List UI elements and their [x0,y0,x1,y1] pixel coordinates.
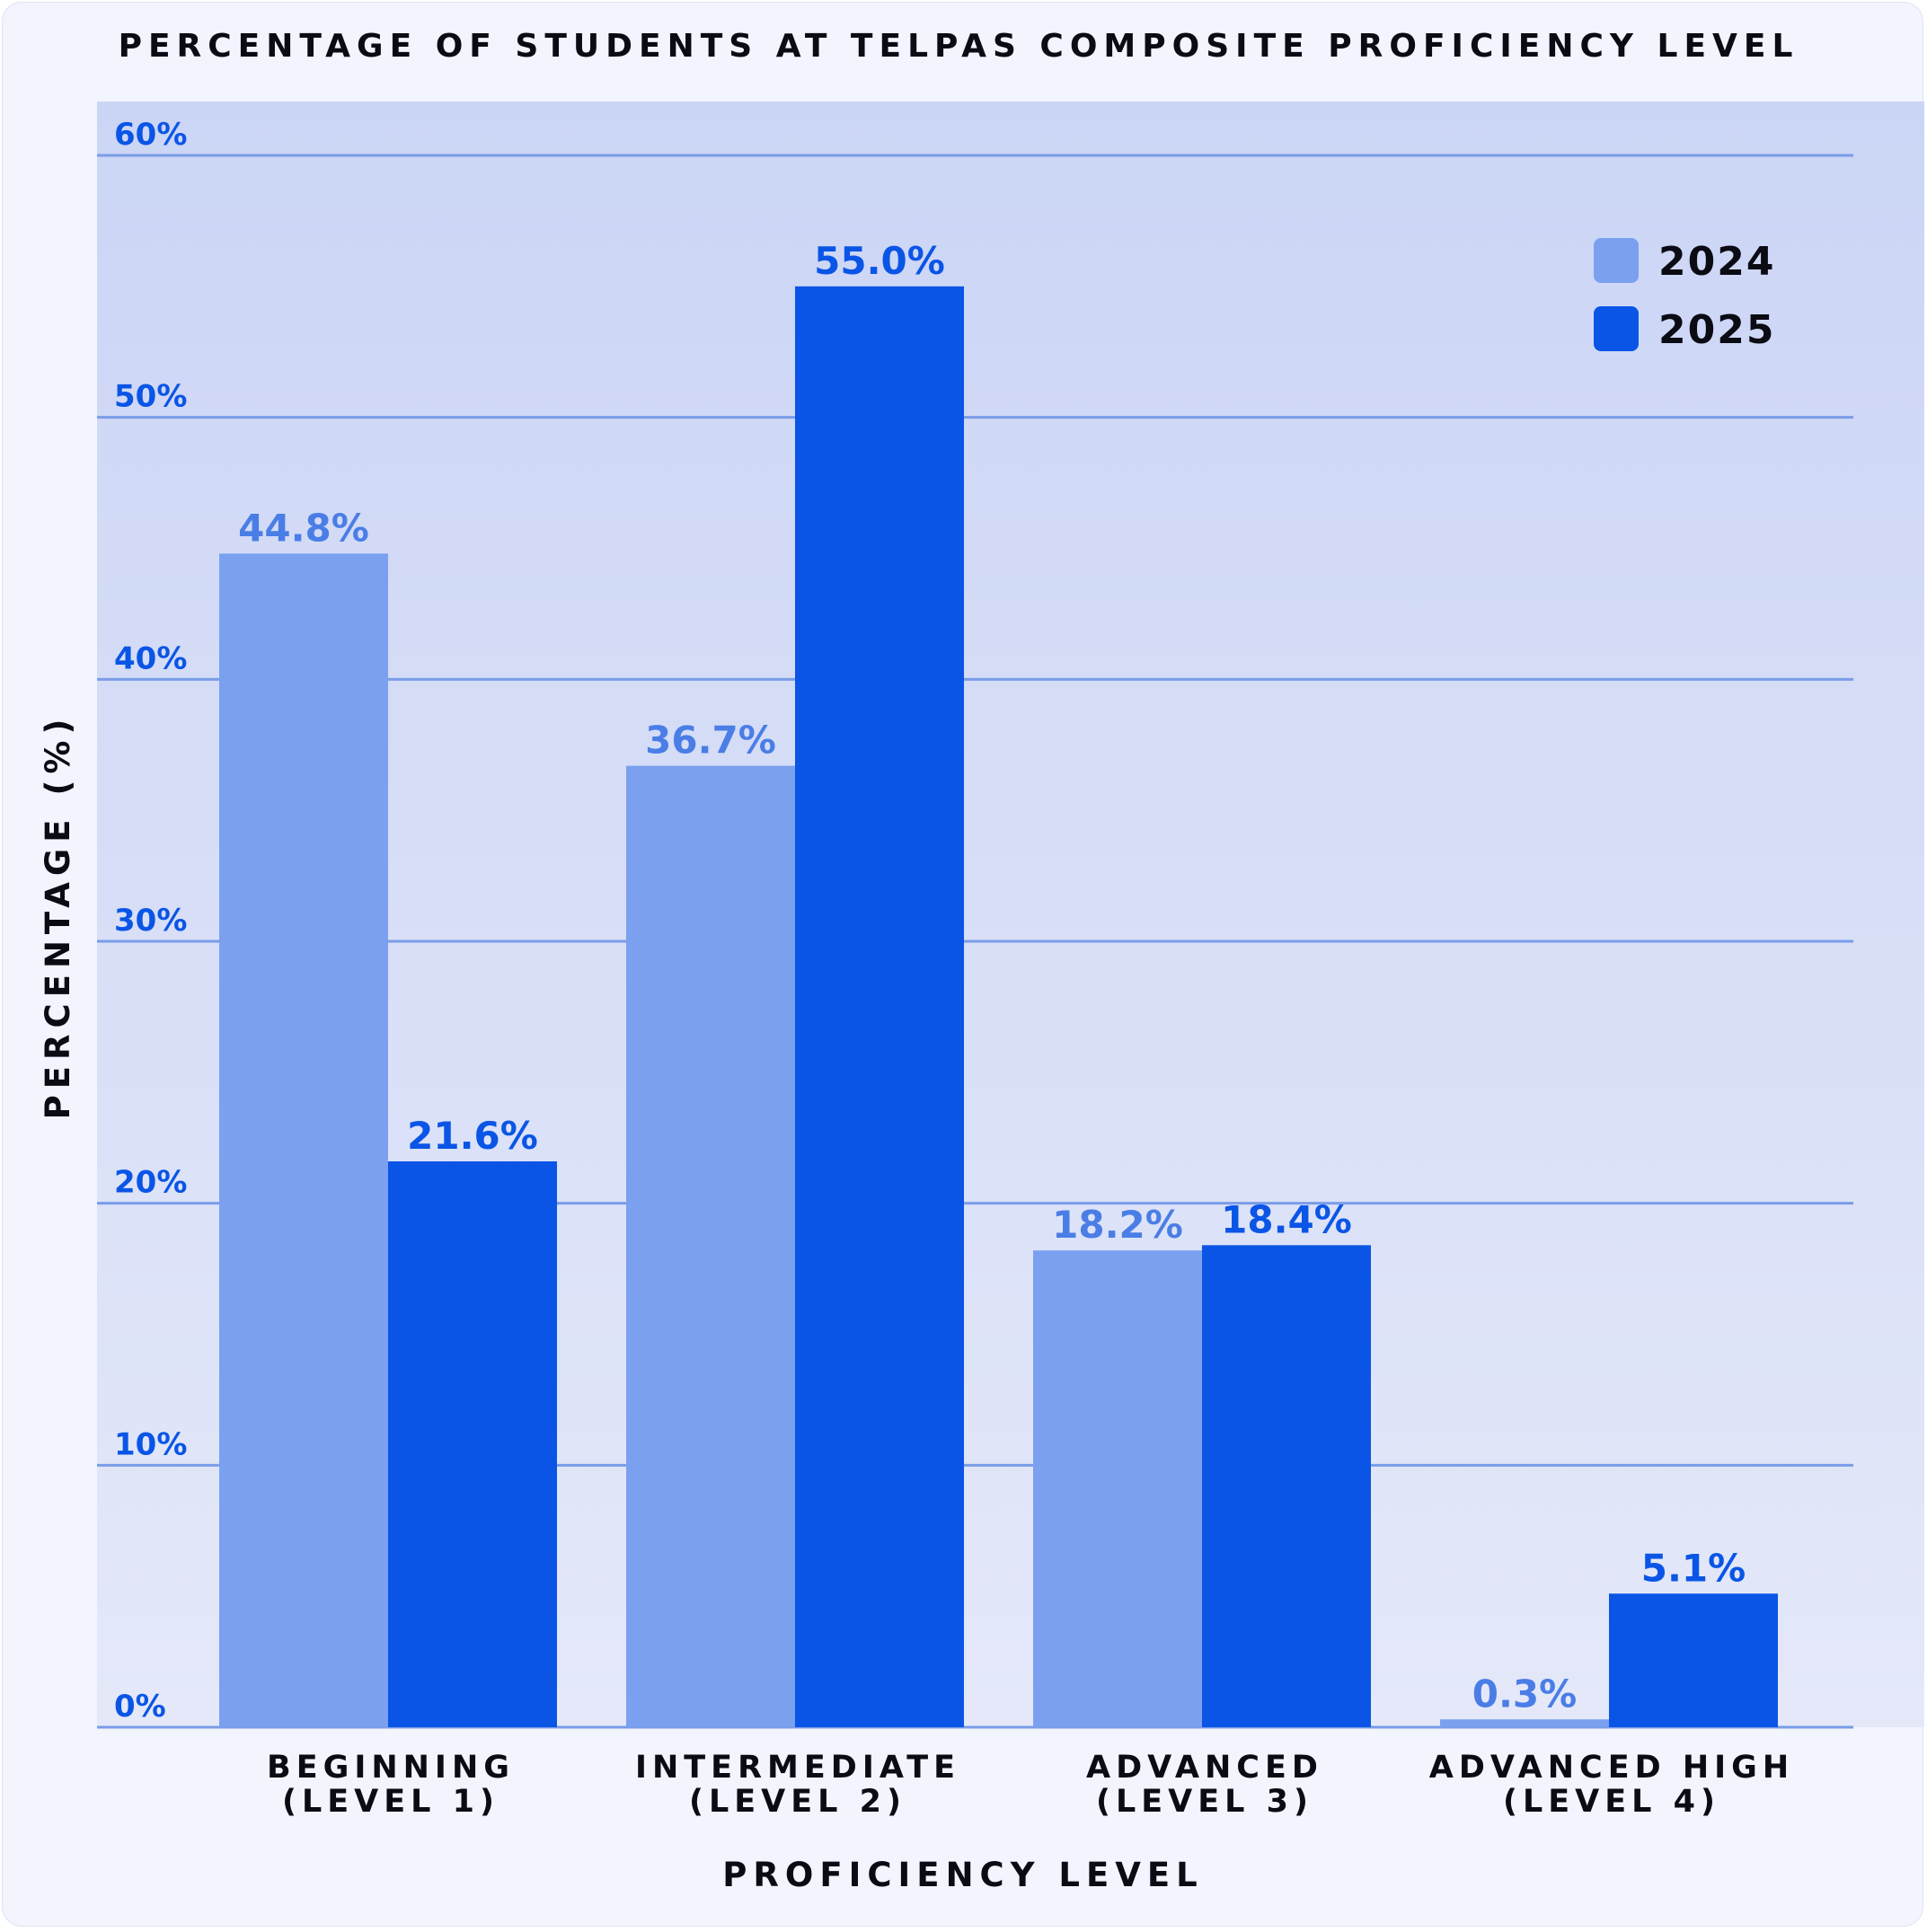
category-label: BEGINNING [267,1750,515,1786]
category-label: ADVANCED [1086,1750,1323,1786]
y-tick-label: 60% [114,117,187,153]
value-label-2024-4: 0.3% [1472,1672,1577,1716]
x-axis-title: PROFICIENCY LEVEL [722,1856,1203,1894]
value-labels: 44.8% 21.6% 36.7% 55.0% 18.2% 18.4% 0.3% 5.1% [238,239,1746,1716]
y-axis-title: PERCENTAGE (%) [39,713,77,1120]
chart-svg: PERCENTAGE OF STUDENTS AT TELPAS COMPOSI… [39,28,1927,1894]
legend: 2024 2025 [1594,238,1775,353]
bars [219,286,1778,1728]
category-label: ADVANCED HIGH [1429,1750,1794,1786]
category-label: (LEVEL 2) [689,1784,906,1820]
value-label-2024-1: 44.8% [238,506,369,550]
legend-label-2025: 2025 [1658,307,1775,353]
y-tick-label: 40% [114,640,187,676]
legend-label-2024: 2024 [1658,239,1775,285]
category-label: (LEVEL 4) [1503,1784,1720,1820]
bar-2025-3 [1202,1245,1371,1727]
value-label-2024-2: 36.7% [645,719,776,763]
bar-2024-3 [1033,1250,1202,1727]
bar-2024-1 [219,553,388,1728]
bar-2025-4 [1609,1593,1778,1727]
value-label-2025-4: 5.1% [1641,1546,1746,1590]
category-label: INTERMEDIATE [635,1750,960,1786]
y-tick-labels: 0% 10% 20% 30% 40% 50% 60% [114,117,187,1725]
y-tick-label: 20% [114,1165,187,1201]
category-label: (LEVEL 1) [282,1784,499,1820]
bar-2025-1 [388,1161,557,1727]
bar-2025-2 [795,286,964,1727]
bar-2024-2 [626,765,795,1728]
category-labels: BEGINNING(LEVEL 1) INTERMEDIATE(LEVEL 2) A… [267,1750,1794,1820]
value-label-2025-1: 21.6% [407,1114,538,1158]
value-label-2025-3: 18.4% [1221,1197,1352,1241]
chart-title: PERCENTAGE OF STUDENTS AT TELPAS COMPOSI… [119,28,1799,65]
y-tick-label: 50% [114,379,187,415]
y-tick-label: 10% [114,1426,187,1462]
value-label-2025-2: 55.0% [814,239,945,283]
value-label-2024-3: 18.2% [1052,1203,1183,1247]
legend-swatch-2025 [1594,306,1639,351]
y-tick-label: 0% [114,1689,166,1725]
category-label: (LEVEL 3) [1096,1784,1313,1820]
bar-2024-4 [1440,1719,1609,1727]
y-tick-label: 30% [114,903,187,939]
legend-swatch-2024 [1594,238,1639,283]
